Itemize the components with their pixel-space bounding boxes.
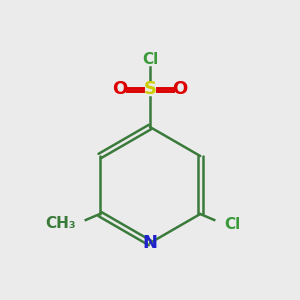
Text: Cl: Cl xyxy=(224,217,241,232)
Text: S: S xyxy=(143,80,157,98)
Text: N: N xyxy=(142,234,158,252)
Text: O: O xyxy=(172,80,188,98)
Text: Cl: Cl xyxy=(142,52,158,67)
Text: CH₃: CH₃ xyxy=(45,217,76,232)
Text: O: O xyxy=(112,80,128,98)
